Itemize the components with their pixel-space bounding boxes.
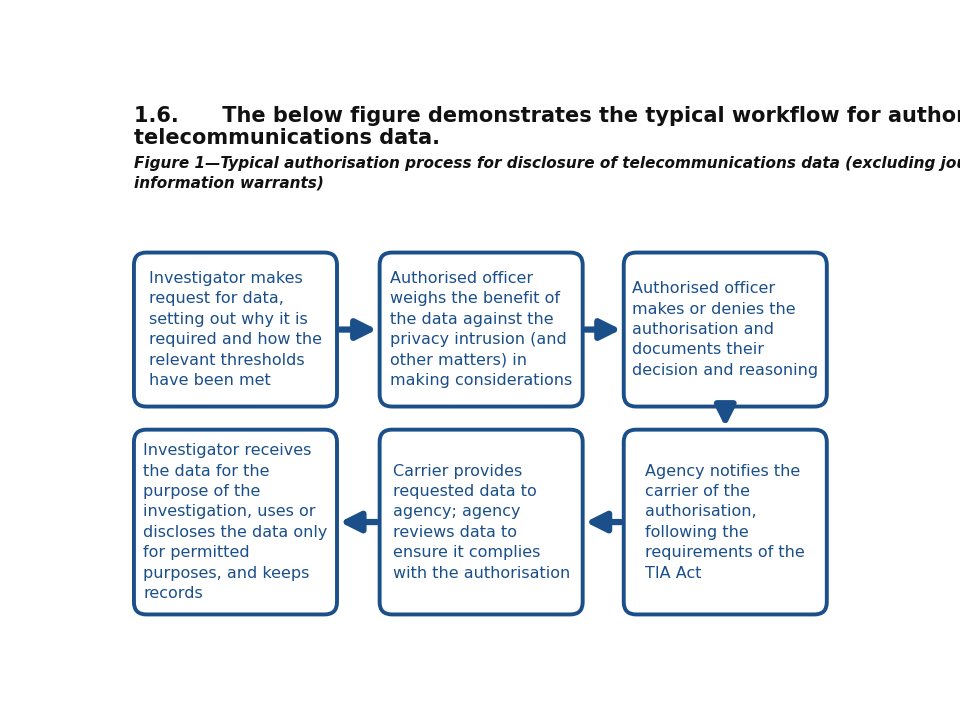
FancyBboxPatch shape	[134, 430, 337, 615]
Text: Authorised officer
makes or denies the
authorisation and
documents their
decisio: Authorised officer makes or denies the a…	[633, 281, 818, 378]
Text: telecommunications data.: telecommunications data.	[134, 128, 440, 148]
Text: Agency notifies the
carrier of the
authorisation,
following the
requirements of : Agency notifies the carrier of the autho…	[645, 463, 805, 581]
Text: Investigator makes
request for data,
setting out why it is
required and how the
: Investigator makes request for data, set…	[149, 271, 322, 388]
FancyBboxPatch shape	[624, 252, 827, 407]
FancyBboxPatch shape	[379, 430, 583, 615]
Text: Figure 1—Typical authorisation process for disclosure of telecommunications data: Figure 1—Typical authorisation process f…	[134, 156, 960, 191]
Text: Authorised officer
weighs the benefit of
the data against the
privacy intrusion : Authorised officer weighs the benefit of…	[390, 271, 572, 388]
FancyBboxPatch shape	[134, 252, 337, 407]
FancyBboxPatch shape	[379, 252, 583, 407]
Text: Investigator receives
the data for the
purpose of the
investigation, uses or
dis: Investigator receives the data for the p…	[143, 443, 327, 601]
Text: Carrier provides
requested data to
agency; agency
reviews data to
ensure it comp: Carrier provides requested data to agenc…	[393, 463, 570, 581]
FancyBboxPatch shape	[624, 430, 827, 615]
Text: 1.6.      The below figure demonstrates the typical workflow for authorising acc: 1.6. The below figure demonstrates the t…	[134, 107, 960, 126]
